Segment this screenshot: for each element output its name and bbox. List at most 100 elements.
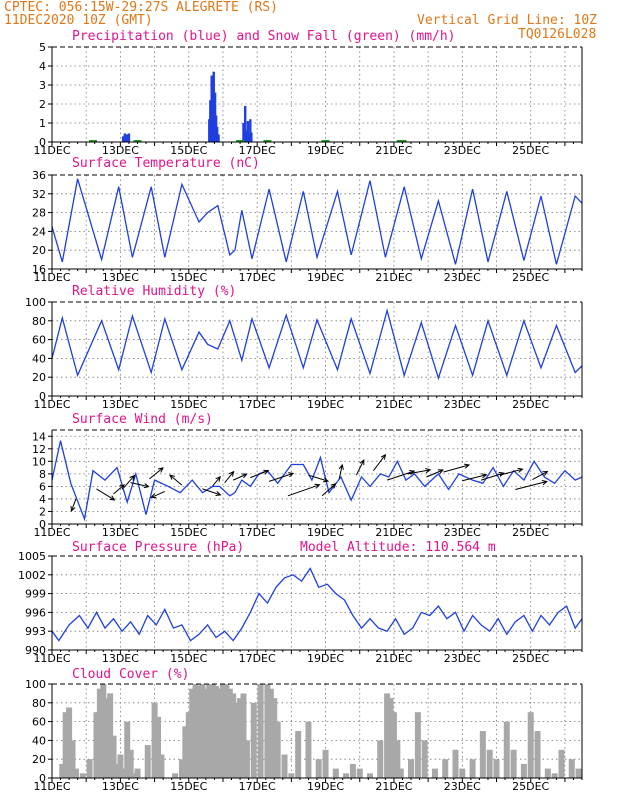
wind-arrow-head (215, 491, 222, 497)
y-tick-label: 80 (32, 697, 46, 710)
cloud-bar (199, 684, 206, 778)
wind-arrow-head (129, 474, 136, 481)
y-tick-label: 996 (25, 606, 46, 619)
x-tick-label: 21DEC (375, 780, 412, 793)
y-tick-label: 999 (25, 588, 46, 601)
cloud-bar (103, 698, 110, 778)
cloud-bar (390, 712, 397, 778)
y-tick-label: 8 (39, 468, 46, 481)
snow-mark (263, 140, 272, 142)
x-tick-label: 19DEC (307, 780, 344, 793)
x-tick-label: 11DEC (33, 398, 70, 411)
y-tick-label: 2 (39, 505, 46, 518)
cloud-bar (182, 726, 189, 778)
cloud-bar (397, 768, 404, 778)
cloud-bar (113, 763, 120, 778)
x-tick-label: 15DEC (170, 526, 207, 539)
series-line (51, 567, 583, 642)
wind-arrow-head (541, 480, 548, 486)
wind-arrow (169, 474, 183, 486)
precip-bar (215, 126, 219, 142)
x-tick-label: 15DEC (170, 144, 207, 157)
y-tick-label: 1005 (18, 550, 46, 563)
cloud-bar (356, 768, 363, 778)
cloud-bar (172, 773, 179, 778)
wind-arrow (355, 459, 365, 476)
cloud-bar (72, 768, 79, 778)
y-tick-label: 20 (32, 244, 46, 257)
wind-arrow-head (150, 493, 157, 499)
cloud-bar (62, 712, 69, 778)
y-tick-label: 12 (32, 443, 46, 456)
cloud-bar (120, 768, 127, 778)
cloud-bar (349, 763, 356, 778)
cloud-bar (66, 707, 73, 778)
y-tick-label: 4 (39, 493, 46, 506)
x-tick-label: 11DEC (33, 652, 70, 665)
cloud-bar (527, 712, 534, 778)
y-tick-label: 1 (39, 117, 46, 130)
x-tick-label: 25DEC (512, 652, 549, 665)
cloud-bar (196, 685, 203, 778)
wind-arrow-head (338, 463, 344, 470)
x-tick-label: 25DEC (512, 780, 549, 793)
cloud-bar (274, 721, 281, 778)
x-tick-label: 23DEC (444, 398, 481, 411)
x-tick-label: 11DEC (33, 526, 70, 539)
wind-arrow (212, 476, 221, 487)
cloud-bar (421, 740, 428, 778)
model-altitude: Model Altitude: 110.564 m (300, 540, 496, 555)
run-datetime: 11DEC2020 10Z (GMT) (4, 13, 153, 28)
wind-arrow (287, 484, 320, 497)
cloud-bar (479, 731, 486, 778)
cloud-bar (442, 759, 449, 778)
wind-arrow (233, 473, 247, 481)
cloud-bar (250, 702, 257, 778)
cloud-bar (117, 754, 124, 778)
x-tick-label: 15DEC (170, 652, 207, 665)
y-tick-label: 0 (39, 772, 46, 785)
cloud-bar (503, 721, 510, 778)
y-tick-label: 32 (32, 188, 46, 201)
cloud-bar (107, 693, 114, 778)
cloud-bar (240, 693, 247, 778)
y-tick-label: 40 (32, 352, 46, 365)
wind-arrow-head (322, 477, 330, 483)
x-tick-label: 17DEC (239, 271, 276, 284)
y-tick-label: 990 (25, 644, 46, 657)
x-tick-label: 13DEC (102, 780, 139, 793)
x-tick-label: 23DEC (444, 144, 481, 157)
x-tick-label: 19DEC (307, 398, 344, 411)
cloud-bar (551, 773, 558, 778)
x-tick-label: 13DEC (102, 144, 139, 157)
cloud-bar (158, 754, 165, 778)
wind-arrow (443, 464, 470, 473)
y-tick-label: 20 (32, 753, 46, 766)
panel-title-rh: Relative Humidity (%) (72, 284, 237, 299)
x-tick-label: 19DEC (307, 526, 344, 539)
cloud-bar (469, 759, 476, 778)
cloud-bar (216, 688, 223, 778)
y-tick-label: 4 (39, 60, 46, 73)
precip-bar (250, 132, 253, 142)
x-tick-label: 17DEC (239, 780, 276, 793)
y-tick-label: 0 (39, 390, 46, 403)
x-tick-label: 11DEC (33, 144, 70, 157)
wind-arrow (151, 490, 166, 498)
cloud-bar (257, 684, 264, 778)
cloud-bar (267, 688, 274, 778)
precip-bar (212, 71, 215, 142)
x-tick-label: 23DEC (444, 780, 481, 793)
wind-arrow-head (263, 469, 270, 475)
x-tick-label: 21DEC (375, 144, 412, 157)
precip-bar (121, 136, 125, 142)
snow-mark (398, 140, 407, 142)
cloud-bar (131, 773, 138, 778)
x-tick-label: 19DEC (307, 652, 344, 665)
wind-arrow-head (109, 495, 116, 501)
wind-arrow-head (517, 467, 524, 473)
y-tick-label: 24 (32, 225, 46, 238)
y-tick-label: 1002 (18, 569, 46, 582)
cloud-bar (575, 768, 582, 778)
y-tick-label: 10 (32, 455, 46, 468)
